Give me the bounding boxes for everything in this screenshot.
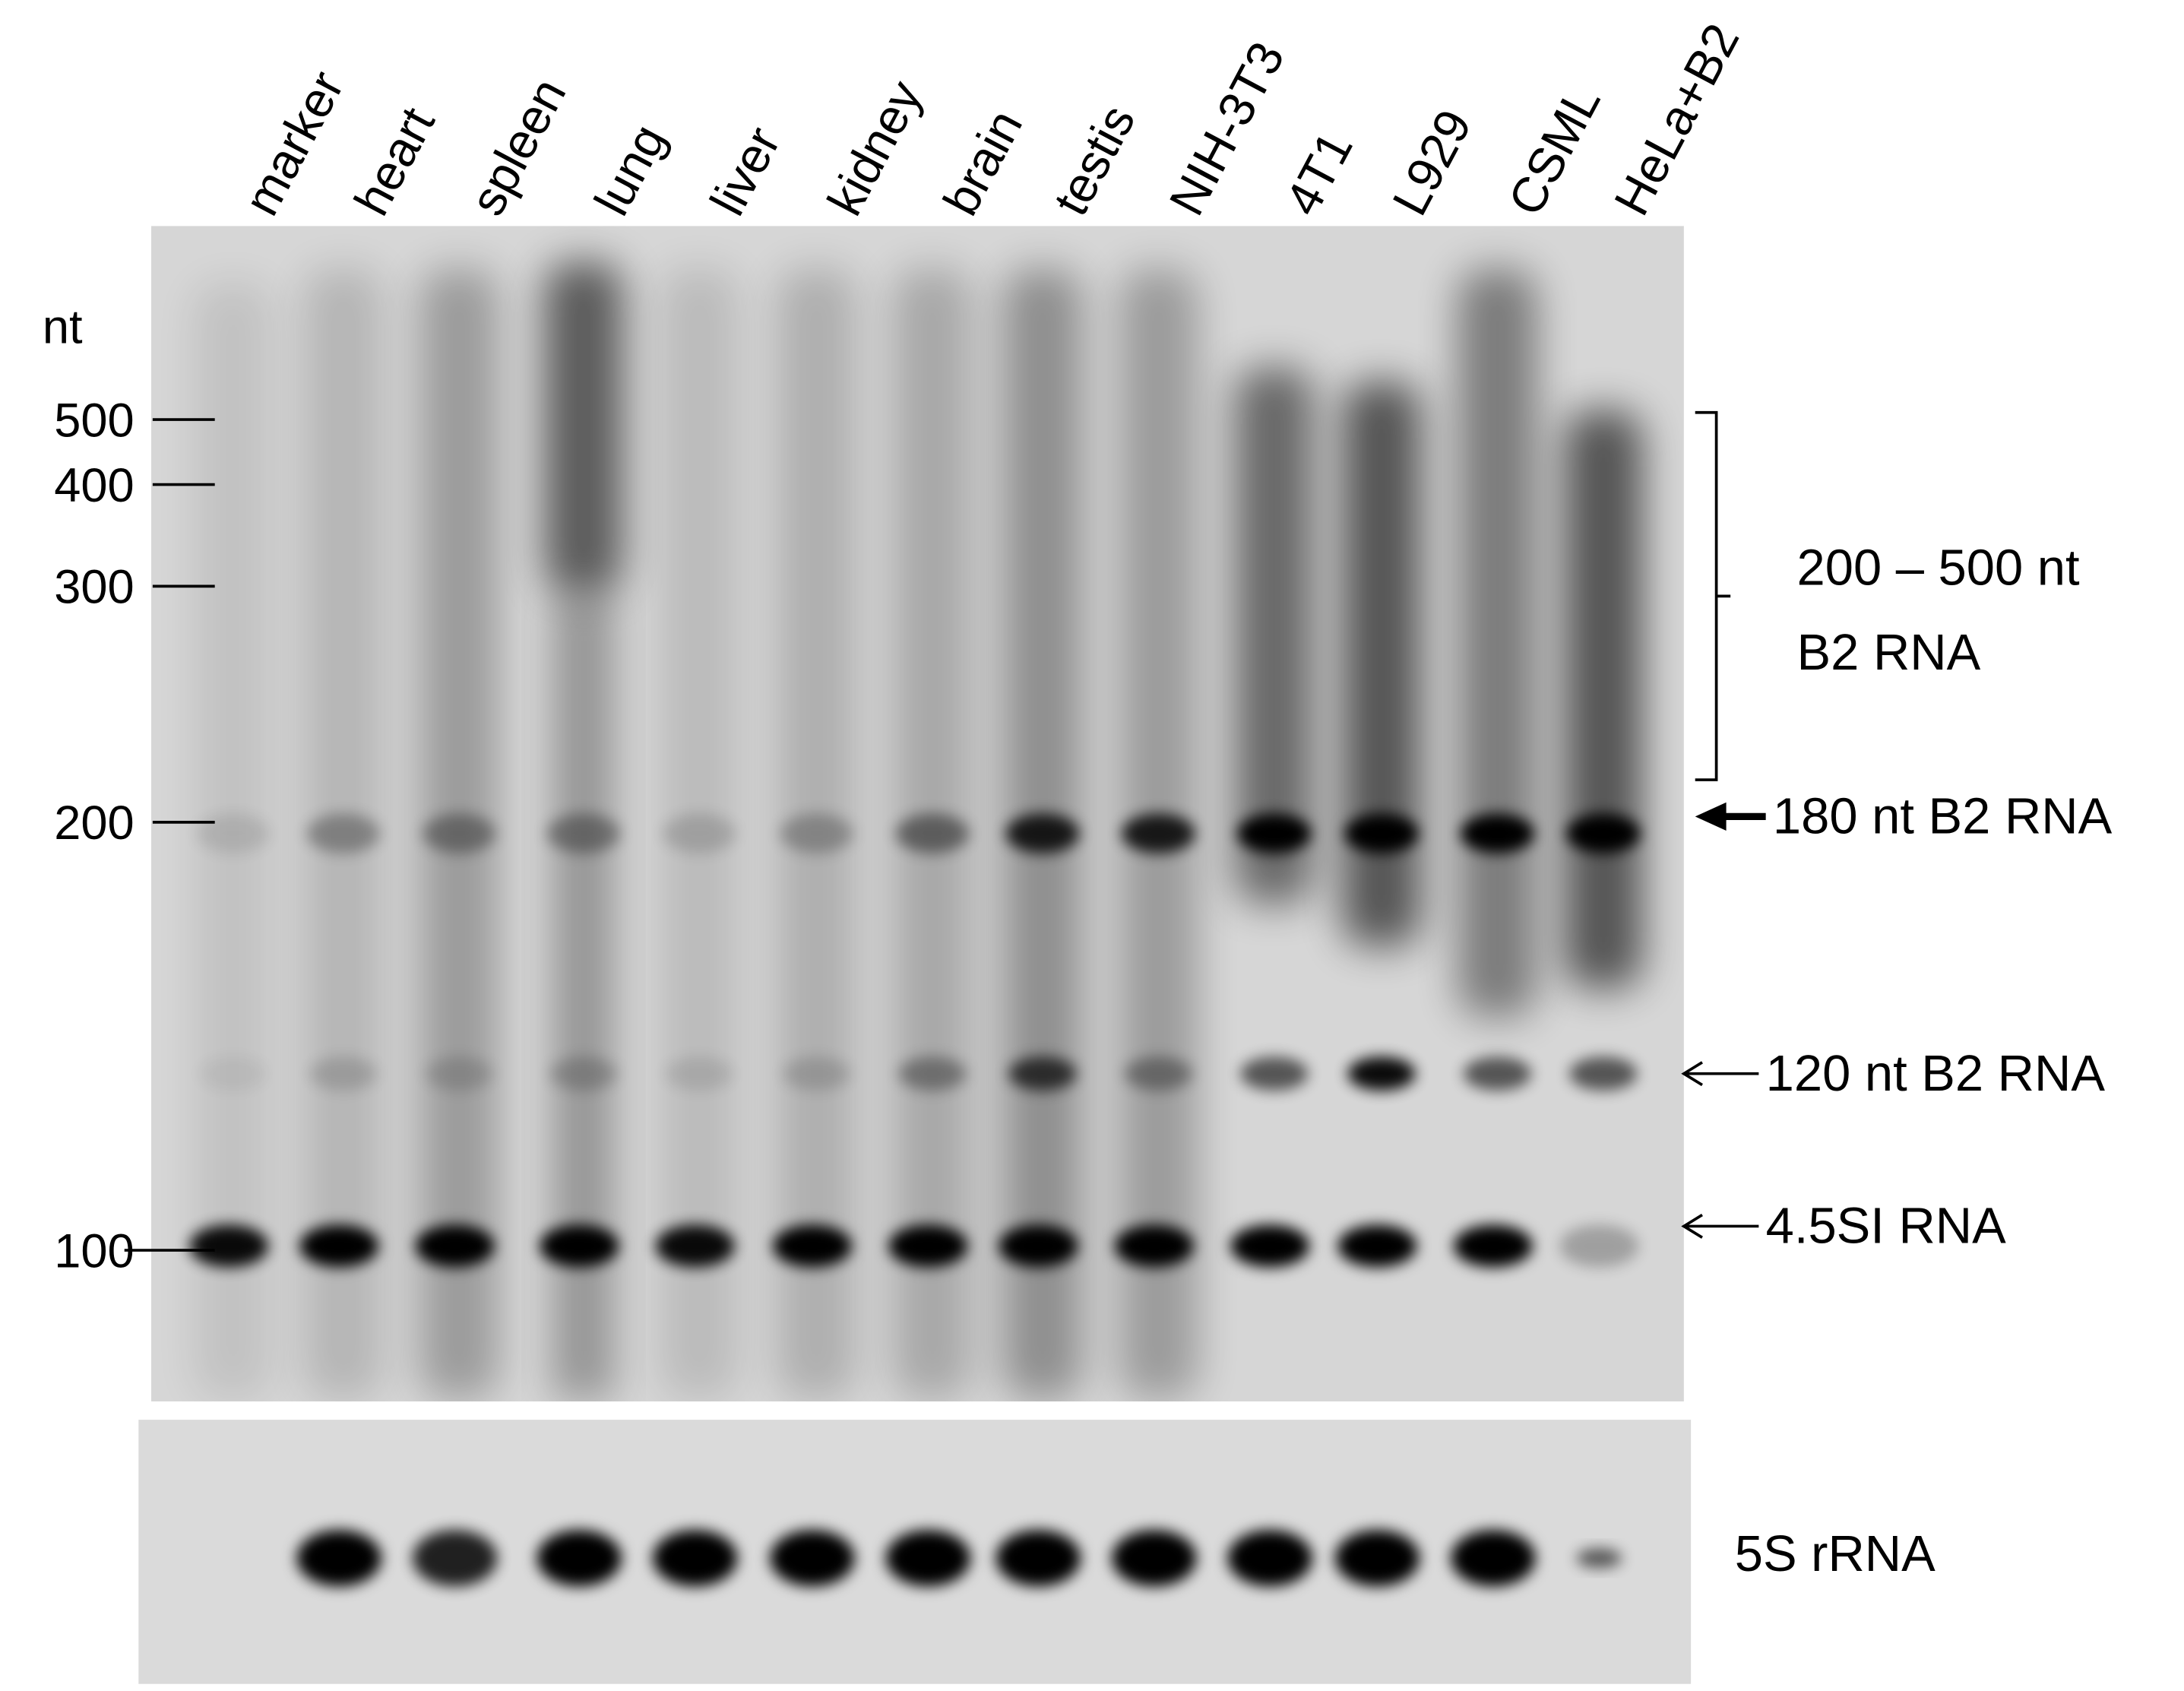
lane-label: 4T1 bbox=[1274, 122, 1363, 223]
lane-label: L929 bbox=[1382, 101, 1482, 224]
arrow bbox=[1681, 1061, 1759, 1087]
band bbox=[1005, 813, 1080, 853]
lane-label: heart bbox=[343, 99, 445, 224]
band bbox=[299, 1224, 379, 1268]
band bbox=[1453, 1224, 1533, 1268]
band bbox=[655, 1224, 735, 1268]
band bbox=[1576, 1548, 1622, 1569]
band bbox=[296, 1530, 382, 1587]
annotation: 120 nt B2 RNA bbox=[1766, 1045, 2106, 1102]
band bbox=[412, 1530, 498, 1587]
marker-label: 500 bbox=[54, 394, 134, 447]
band bbox=[189, 1224, 269, 1268]
lane-smear bbox=[1563, 410, 1643, 990]
band bbox=[1122, 813, 1195, 853]
band bbox=[995, 1530, 1081, 1587]
band bbox=[1334, 1530, 1420, 1587]
band bbox=[1566, 813, 1641, 853]
lane-label: HeLa+B2 bbox=[1603, 14, 1750, 223]
lane-label: testis bbox=[1043, 96, 1146, 223]
lane-label: CSML bbox=[1497, 77, 1610, 224]
lane-smear bbox=[1234, 367, 1314, 904]
band bbox=[1124, 1056, 1192, 1091]
band bbox=[1237, 813, 1312, 853]
bracket bbox=[1695, 410, 1731, 781]
band bbox=[1240, 1056, 1309, 1091]
band bbox=[1347, 1056, 1416, 1091]
band bbox=[665, 1056, 733, 1091]
band bbox=[888, 1224, 968, 1268]
band bbox=[1569, 1056, 1638, 1091]
band bbox=[1227, 1530, 1312, 1587]
band bbox=[309, 1056, 378, 1091]
arrow bbox=[1681, 1213, 1759, 1239]
band bbox=[196, 813, 271, 853]
lane-label: brain bbox=[932, 101, 1033, 224]
marker-label: 100 bbox=[54, 1224, 134, 1278]
band bbox=[1112, 1530, 1197, 1587]
band bbox=[549, 1056, 618, 1091]
lane-label: marker bbox=[233, 62, 354, 224]
annotation: B2 RNA bbox=[1797, 624, 1981, 681]
band bbox=[1008, 1056, 1077, 1091]
annotation: 200 – 500 nt bbox=[1797, 540, 2080, 597]
lane-smear bbox=[1458, 268, 1537, 1018]
band bbox=[885, 1530, 971, 1587]
arrow bbox=[1695, 802, 1727, 831]
band bbox=[780, 813, 853, 853]
annotation: 180 nt B2 RNA bbox=[1773, 788, 2113, 845]
band bbox=[770, 1530, 855, 1587]
band bbox=[415, 1224, 495, 1268]
band bbox=[662, 813, 736, 853]
marker-label: 200 bbox=[54, 796, 134, 850]
lane-label: liver bbox=[699, 118, 790, 224]
marker-label: 400 bbox=[54, 459, 134, 512]
band bbox=[546, 813, 621, 853]
band bbox=[1461, 813, 1534, 853]
band bbox=[898, 1056, 967, 1091]
band bbox=[772, 1224, 853, 1268]
band bbox=[306, 813, 381, 853]
band bbox=[1230, 1224, 1310, 1268]
lane-label: spleen bbox=[459, 69, 576, 224]
band bbox=[1463, 1056, 1532, 1091]
band bbox=[1451, 1530, 1536, 1587]
band bbox=[1337, 1224, 1417, 1268]
band bbox=[652, 1530, 738, 1587]
band bbox=[199, 1056, 267, 1091]
band bbox=[895, 813, 970, 853]
lane-smear bbox=[543, 261, 623, 594]
band bbox=[782, 1056, 851, 1091]
lane-smear bbox=[552, 593, 615, 1399]
band bbox=[425, 1056, 493, 1091]
annotation: 5S rRNA bbox=[1735, 1525, 1936, 1582]
lane-label: lung bbox=[584, 116, 676, 224]
band bbox=[999, 1224, 1078, 1268]
band bbox=[1559, 1224, 1639, 1268]
annotation: 4.5SI RNA bbox=[1766, 1198, 2006, 1255]
lane-label: kidney bbox=[816, 71, 932, 224]
band bbox=[1114, 1224, 1194, 1268]
band bbox=[422, 813, 496, 853]
marker-label: 300 bbox=[54, 561, 134, 614]
band bbox=[540, 1224, 619, 1268]
lane-smear bbox=[1342, 381, 1422, 947]
band bbox=[1344, 813, 1419, 853]
band bbox=[537, 1530, 622, 1587]
marker-unit: nt bbox=[43, 301, 83, 354]
